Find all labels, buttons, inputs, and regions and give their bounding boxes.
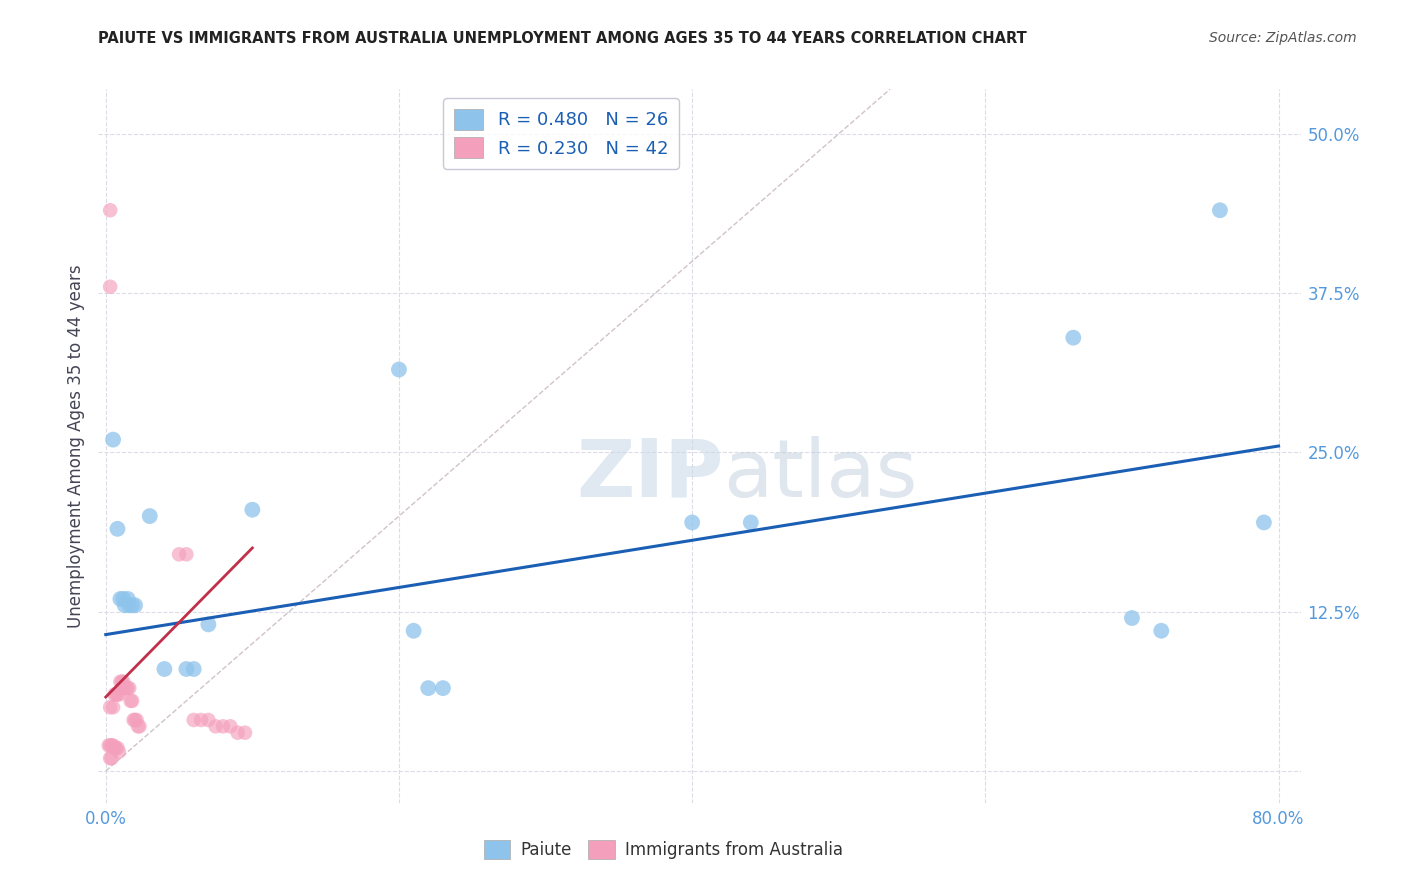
Point: [100, 751, 122, 765]
Text: atlas: atlas: [724, 435, 918, 514]
Point: [98, 700, 121, 714]
Point: [219, 719, 242, 733]
Point: [103, 688, 125, 702]
Point: [1121, 611, 1143, 625]
Point: [190, 713, 212, 727]
Point: [212, 719, 235, 733]
Point: [240, 502, 263, 516]
Point: [98, 203, 121, 218]
Point: [114, 599, 136, 613]
Point: [115, 681, 138, 695]
Point: [107, 688, 129, 702]
Point: [98, 739, 121, 753]
Point: [108, 745, 131, 759]
Point: [176, 662, 198, 676]
Point: [108, 688, 131, 702]
Point: [1150, 624, 1173, 638]
Point: [1062, 331, 1084, 345]
Point: [183, 713, 205, 727]
Point: [117, 681, 139, 695]
Point: [101, 433, 124, 447]
Point: [233, 725, 256, 739]
Point: [740, 516, 762, 530]
Point: [112, 591, 135, 606]
Point: [105, 688, 128, 702]
Point: [138, 509, 160, 524]
Point: [114, 681, 136, 695]
Point: [118, 681, 141, 695]
Point: [121, 694, 143, 708]
Point: [418, 681, 440, 695]
Y-axis label: Unemployment Among Ages 35 to 44 years: Unemployment Among Ages 35 to 44 years: [66, 264, 84, 628]
Point: [167, 547, 190, 561]
Text: Source: ZipAtlas.com: Source: ZipAtlas.com: [1209, 31, 1357, 45]
Point: [101, 739, 124, 753]
Point: [107, 522, 129, 536]
Point: [124, 713, 146, 727]
Point: [197, 713, 219, 727]
Point: [98, 279, 121, 293]
Point: [120, 694, 142, 708]
Point: [127, 719, 149, 733]
Point: [121, 599, 143, 613]
Point: [103, 741, 125, 756]
Point: [117, 591, 139, 606]
Point: [97, 739, 120, 753]
Point: [107, 741, 129, 756]
Point: [153, 662, 176, 676]
Point: [204, 719, 226, 733]
Point: [176, 547, 198, 561]
Text: PAIUTE VS IMMIGRANTS FROM AUSTRALIA UNEMPLOYMENT AMONG AGES 35 TO 44 YEARS CORRE: PAIUTE VS IMMIGRANTS FROM AUSTRALIA UNEM…: [98, 31, 1028, 46]
Point: [402, 624, 425, 638]
Point: [125, 713, 148, 727]
Point: [100, 739, 122, 753]
Point: [183, 662, 205, 676]
Point: [124, 599, 146, 613]
Point: [112, 674, 135, 689]
Point: [388, 362, 411, 376]
Point: [101, 700, 124, 714]
Point: [122, 713, 145, 727]
Point: [1209, 203, 1232, 218]
Point: [111, 674, 134, 689]
Point: [197, 617, 219, 632]
Text: ZIP: ZIP: [576, 435, 724, 514]
Point: [128, 719, 150, 733]
Point: [110, 674, 132, 689]
Point: [681, 516, 703, 530]
Point: [226, 725, 249, 739]
Point: [1253, 516, 1275, 530]
Legend: Paiute, Immigrants from Australia: Paiute, Immigrants from Australia: [477, 833, 849, 866]
Point: [98, 751, 121, 765]
Point: [118, 599, 141, 613]
Point: [110, 591, 132, 606]
Point: [105, 741, 128, 756]
Point: [432, 681, 454, 695]
